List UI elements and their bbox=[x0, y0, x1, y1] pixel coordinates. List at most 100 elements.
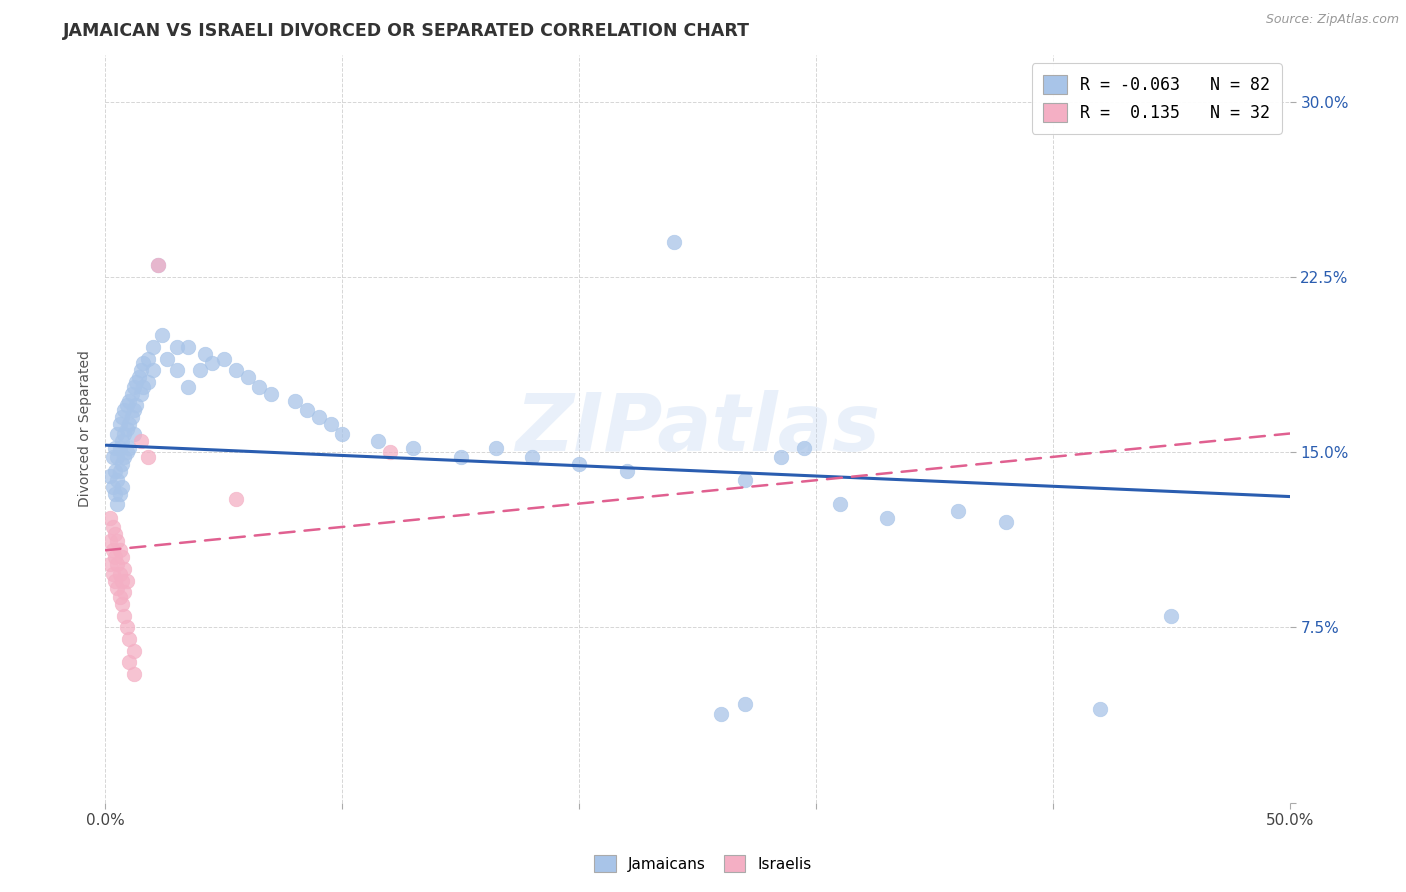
Point bbox=[146, 258, 169, 272]
Point bbox=[828, 497, 851, 511]
Point bbox=[734, 473, 756, 487]
Point bbox=[125, 375, 148, 389]
Text: JAMAICAN VS ISRAELI DIVORCED OR SEPARATED CORRELATION CHART: JAMAICAN VS ISRAELI DIVORCED OR SEPARATE… bbox=[63, 22, 751, 40]
Point bbox=[118, 441, 141, 455]
Point bbox=[105, 581, 128, 595]
Point bbox=[225, 491, 247, 506]
Point bbox=[104, 574, 127, 588]
Point bbox=[136, 351, 159, 366]
Point bbox=[112, 426, 135, 441]
Point bbox=[108, 464, 131, 478]
Point bbox=[122, 643, 145, 657]
Point bbox=[129, 386, 152, 401]
Point bbox=[367, 434, 389, 448]
Point bbox=[104, 527, 127, 541]
Point bbox=[121, 410, 143, 425]
Point bbox=[104, 487, 127, 501]
Point bbox=[122, 403, 145, 417]
Point bbox=[115, 574, 138, 588]
Point bbox=[136, 375, 159, 389]
Point bbox=[284, 393, 307, 408]
Point bbox=[111, 480, 134, 494]
Point bbox=[118, 656, 141, 670]
Point bbox=[150, 328, 173, 343]
Point bbox=[108, 441, 131, 455]
Point bbox=[1090, 702, 1112, 716]
Point bbox=[111, 434, 134, 448]
Point bbox=[616, 464, 638, 478]
Point bbox=[122, 426, 145, 441]
Point bbox=[101, 450, 124, 464]
Point bbox=[146, 258, 169, 272]
Point bbox=[101, 520, 124, 534]
Point bbox=[98, 558, 121, 572]
Point bbox=[156, 351, 179, 366]
Point bbox=[319, 417, 342, 432]
Point bbox=[132, 356, 155, 370]
Point bbox=[115, 620, 138, 634]
Point bbox=[115, 399, 138, 413]
Point bbox=[108, 487, 131, 501]
Text: ZIPatlas: ZIPatlas bbox=[515, 390, 880, 467]
Point bbox=[1160, 608, 1182, 623]
Point bbox=[115, 422, 138, 436]
Point bbox=[201, 356, 224, 370]
Point bbox=[108, 590, 131, 604]
Point bbox=[212, 351, 235, 366]
Point bbox=[330, 426, 353, 441]
Text: Source: ZipAtlas.com: Source: ZipAtlas.com bbox=[1265, 13, 1399, 27]
Point bbox=[188, 363, 211, 377]
Point bbox=[177, 380, 200, 394]
Point bbox=[112, 585, 135, 599]
Point bbox=[101, 480, 124, 494]
Point bbox=[568, 457, 591, 471]
Point bbox=[378, 445, 401, 459]
Point bbox=[98, 533, 121, 548]
Point bbox=[122, 380, 145, 394]
Point bbox=[260, 386, 283, 401]
Point bbox=[118, 632, 141, 646]
Legend: R = -0.063   N = 82, R =  0.135   N = 32: R = -0.063 N = 82, R = 0.135 N = 32 bbox=[1032, 63, 1282, 134]
Point bbox=[108, 566, 131, 581]
Point bbox=[142, 363, 165, 377]
Point bbox=[793, 441, 815, 455]
Point bbox=[876, 510, 898, 524]
Point bbox=[128, 370, 150, 384]
Point bbox=[236, 370, 259, 384]
Point bbox=[308, 410, 330, 425]
Point bbox=[121, 386, 143, 401]
Point bbox=[249, 380, 271, 394]
Point bbox=[662, 235, 685, 249]
Point bbox=[105, 497, 128, 511]
Point bbox=[142, 340, 165, 354]
Point bbox=[101, 566, 124, 581]
Point bbox=[111, 574, 134, 588]
Point bbox=[402, 441, 425, 455]
Point bbox=[98, 468, 121, 483]
Point bbox=[450, 450, 472, 464]
Point bbox=[520, 450, 543, 464]
Point bbox=[111, 597, 134, 611]
Point bbox=[129, 434, 152, 448]
Point bbox=[108, 543, 131, 558]
Point bbox=[125, 399, 148, 413]
Point bbox=[111, 550, 134, 565]
Point bbox=[98, 510, 121, 524]
Point bbox=[136, 450, 159, 464]
Point bbox=[105, 473, 128, 487]
Point bbox=[118, 417, 141, 432]
Point bbox=[104, 464, 127, 478]
Point bbox=[105, 533, 128, 548]
Point bbox=[122, 667, 145, 681]
Point bbox=[177, 340, 200, 354]
Y-axis label: Divorced or Separated: Divorced or Separated bbox=[79, 351, 93, 508]
Point bbox=[104, 441, 127, 455]
Point bbox=[105, 450, 128, 464]
Point bbox=[194, 347, 217, 361]
Point bbox=[485, 441, 508, 455]
Point bbox=[225, 363, 247, 377]
Point bbox=[108, 417, 131, 432]
Point bbox=[105, 558, 128, 572]
Point bbox=[111, 410, 134, 425]
Point bbox=[769, 450, 792, 464]
